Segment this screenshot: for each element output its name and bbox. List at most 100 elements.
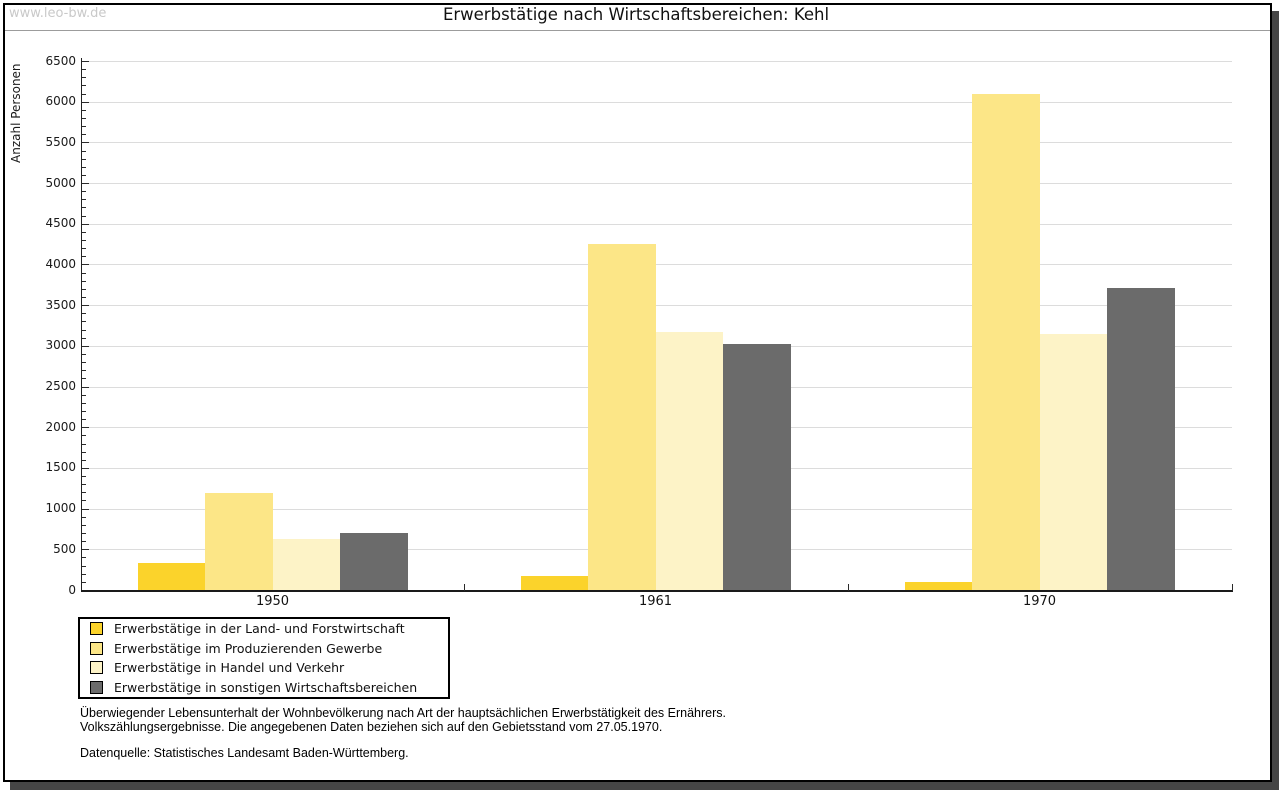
y-minor-tick bbox=[82, 435, 86, 437]
y-minor-tick bbox=[82, 248, 86, 250]
y-minor-tick bbox=[82, 231, 86, 233]
y-minor-tick bbox=[82, 297, 86, 298]
legend-swatch-4 bbox=[90, 680, 103, 694]
y-tick-label-1500: 1500 bbox=[45, 460, 76, 475]
y-minor-tick bbox=[82, 353, 86, 355]
watermark: www.leo-bw.de bbox=[9, 6, 107, 21]
bar-1970-3 bbox=[1039, 333, 1107, 590]
y-major-tick-500 bbox=[82, 549, 89, 551]
bar-1961-1 bbox=[520, 576, 588, 590]
y-minor-tick bbox=[82, 109, 86, 111]
y-minor-tick bbox=[82, 280, 86, 282]
legend-label-3: Erwerbstätige in Handel und Verkehr bbox=[114, 660, 345, 676]
bar-1961-2 bbox=[588, 244, 656, 590]
gridline-3500 bbox=[81, 305, 1232, 307]
y-minor-tick bbox=[82, 443, 86, 445]
legend-label-1: Erwerbstätige in der Land- und Forstwirt… bbox=[114, 621, 405, 637]
y-tick-label-3500: 3500 bbox=[45, 297, 76, 312]
y-minor-tick bbox=[82, 77, 86, 79]
y-minor-tick bbox=[82, 240, 86, 242]
y-tick-label-6500: 6500 bbox=[45, 53, 76, 68]
bar-1950-3 bbox=[272, 538, 340, 590]
y-minor-tick bbox=[82, 565, 86, 567]
gridline-6000 bbox=[81, 101, 1232, 103]
footnote-line-2: Volkszählungsergebnisse. Die angegebenen… bbox=[80, 720, 663, 734]
y-major-tick-4000 bbox=[82, 264, 89, 266]
y-minor-tick bbox=[82, 402, 86, 404]
y-tick-label-5000: 5000 bbox=[45, 175, 76, 190]
legend-swatch-3 bbox=[90, 661, 103, 675]
y-minor-tick bbox=[82, 150, 86, 152]
y-major-tick-3000 bbox=[82, 345, 89, 347]
x-category-label-1970: 1970 bbox=[1022, 594, 1057, 609]
y-minor-tick bbox=[82, 516, 86, 518]
y-minor-tick bbox=[82, 370, 86, 372]
y-minor-tick bbox=[82, 215, 86, 217]
y-minor-tick bbox=[82, 419, 86, 421]
y-minor-tick bbox=[82, 166, 86, 168]
y-tick-label-6000: 6000 bbox=[45, 94, 76, 109]
x-category-label-1950: 1950 bbox=[255, 594, 290, 609]
y-minor-tick bbox=[82, 158, 86, 160]
y-tick-label-3000: 3000 bbox=[45, 338, 76, 353]
y-major-tick-4500 bbox=[82, 223, 89, 225]
y-minor-tick bbox=[82, 256, 86, 258]
y-minor-tick bbox=[82, 93, 86, 95]
y-minor-tick bbox=[82, 272, 86, 274]
y-tick-label-4000: 4000 bbox=[45, 256, 76, 271]
footnote-line-1: Überwiegender Lebensunterhalt der Wohnbe… bbox=[80, 706, 726, 720]
y-minor-tick bbox=[82, 288, 86, 290]
bar-1961-4 bbox=[723, 344, 791, 590]
y-minor-tick bbox=[82, 573, 86, 575]
y-minor-tick bbox=[82, 134, 86, 136]
legend-swatch-1 bbox=[90, 622, 103, 636]
x-tick-3 bbox=[1232, 584, 1233, 591]
y-minor-tick bbox=[82, 394, 86, 396]
y-minor-tick bbox=[82, 337, 86, 339]
y-tick-label-2000: 2000 bbox=[45, 419, 76, 434]
y-minor-tick bbox=[82, 313, 86, 315]
y-minor-tick bbox=[82, 69, 86, 71]
legend-swatch-2 bbox=[90, 641, 103, 655]
y-minor-tick bbox=[82, 492, 86, 494]
x-tick-1 bbox=[464, 584, 465, 591]
gridline-5000 bbox=[81, 183, 1232, 185]
bar-1970-1 bbox=[904, 581, 972, 590]
y-minor-tick bbox=[82, 484, 86, 486]
y-minor-tick bbox=[82, 533, 86, 535]
y-minor-tick bbox=[82, 476, 86, 478]
y-major-tick-1500 bbox=[82, 467, 89, 469]
y-minor-tick bbox=[82, 362, 86, 364]
y-minor-tick bbox=[82, 174, 86, 176]
title-separator bbox=[5, 30, 1270, 31]
y-tick-label-5500: 5500 bbox=[45, 134, 76, 149]
y-minor-tick bbox=[82, 191, 86, 193]
bar-1950-4 bbox=[340, 533, 408, 590]
y-major-tick-6500 bbox=[82, 61, 89, 62]
y-tick-label-0: 0 bbox=[68, 582, 76, 597]
y-minor-tick bbox=[82, 126, 86, 128]
y-minor-tick bbox=[82, 117, 86, 119]
y-tick-label-4500: 4500 bbox=[45, 216, 76, 231]
bar-1970-2 bbox=[972, 93, 1040, 590]
y-major-tick-3500 bbox=[82, 305, 89, 307]
y-minor-tick bbox=[82, 85, 86, 87]
y-minor-tick bbox=[82, 451, 86, 453]
legend: Erwerbstätige in der Land- und Forstwirt… bbox=[78, 617, 450, 699]
legend-item-2: Erwerbstätige im Produzierenden Gewerbe bbox=[90, 639, 448, 659]
legend-item-3: Erwerbstätige in Handel und Verkehr bbox=[90, 658, 448, 678]
y-minor-tick bbox=[82, 557, 86, 559]
y-minor-tick bbox=[82, 199, 86, 201]
y-major-tick-2500 bbox=[82, 386, 89, 388]
y-major-tick-2000 bbox=[82, 427, 89, 429]
x-category-label-1961: 1961 bbox=[638, 594, 673, 609]
y-axis-line bbox=[81, 58, 82, 590]
y-axis-title: Anzahl Personen bbox=[9, 63, 23, 163]
gridline-4000 bbox=[81, 264, 1232, 266]
y-tick-label-500: 500 bbox=[53, 541, 76, 556]
y-minor-tick bbox=[82, 329, 86, 331]
legend-item-4: Erwerbstätige in sonstigen Wirtschaftsbe… bbox=[90, 678, 448, 698]
bar-1970-4 bbox=[1107, 288, 1175, 590]
y-major-tick-6000 bbox=[82, 101, 89, 103]
y-minor-tick bbox=[82, 500, 86, 502]
